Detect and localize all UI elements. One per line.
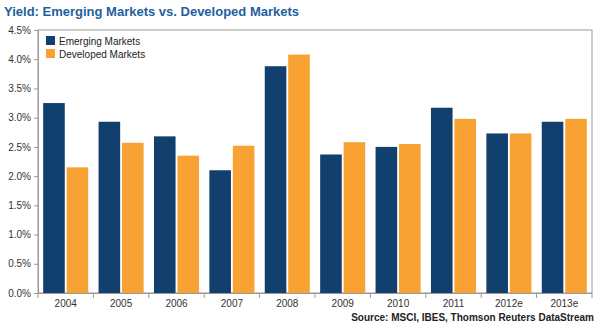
- category-separator: [315, 293, 316, 298]
- bar: [233, 146, 255, 293]
- y-tick-mark: [34, 235, 38, 236]
- bar: [122, 143, 144, 293]
- y-tick-label: 2.0%: [8, 171, 31, 182]
- x-tick-label: 2004: [55, 298, 78, 309]
- x-tick: 2009: [332, 293, 355, 309]
- y-tick: 0.5%: [8, 258, 38, 269]
- x-tick: 2012e: [495, 293, 523, 309]
- bar: [454, 119, 476, 293]
- category-separator: [93, 293, 94, 298]
- x-tick: 2008: [276, 293, 299, 309]
- category-separator: [481, 293, 482, 298]
- legend-item: Emerging Markets: [46, 36, 140, 47]
- x-tick: 2013e: [550, 293, 578, 309]
- chart: Yield: Emerging Markets vs. Developed Ma…: [0, 0, 600, 325]
- category-separator: [204, 293, 205, 298]
- legend-swatch: [46, 36, 55, 45]
- title: Yield: Emerging Markets vs. Developed Ma…: [4, 4, 299, 19]
- y-tick: 4.0%: [8, 54, 38, 65]
- x-tick: 2010: [387, 293, 410, 309]
- x-tick-label: 2009: [332, 298, 355, 309]
- y-tick-label: 0.5%: [8, 258, 31, 269]
- bars: [43, 55, 587, 293]
- bar: [99, 122, 121, 293]
- y-tick-mark: [34, 205, 38, 206]
- y-tick-label: 2.5%: [8, 142, 31, 153]
- bar: [565, 119, 587, 293]
- bar: [320, 154, 342, 293]
- plot-frame: [38, 30, 592, 293]
- bar: [486, 133, 508, 293]
- category-separator: [259, 293, 260, 298]
- bar: [542, 122, 564, 293]
- category-separator: [148, 293, 149, 298]
- x-tick-label: 2010: [387, 298, 410, 309]
- y-tick: 4.5%: [8, 25, 38, 36]
- x-tick-label: 2006: [165, 298, 188, 309]
- y-tick-mark: [34, 264, 38, 265]
- bar: [376, 147, 398, 293]
- bar: [43, 103, 65, 293]
- category-separator: [536, 293, 537, 298]
- x-tick-label: 2008: [276, 298, 299, 309]
- x-tick: 2005: [110, 293, 133, 309]
- y-tick-label: 3.0%: [8, 112, 31, 123]
- x-tick: 2007: [221, 293, 244, 309]
- legend: Emerging Markets Developed Markets: [46, 36, 145, 60]
- category-separators: [38, 293, 592, 298]
- y-tick-label: 0.0%: [8, 288, 31, 299]
- bar: [510, 133, 532, 293]
- y-tick: 2.0%: [8, 171, 38, 182]
- x-tick: 2011: [443, 293, 465, 309]
- bar: [154, 136, 176, 293]
- y-tick-mark: [34, 30, 38, 31]
- x-tick-label: 2013e: [550, 298, 578, 309]
- y-tick-mark: [34, 176, 38, 177]
- y-tick: 0.0%: [8, 288, 38, 299]
- bar: [344, 142, 366, 293]
- bar: [265, 66, 287, 293]
- legend-item: Developed Markets: [46, 49, 145, 60]
- y-axis-line: [34, 31, 39, 294]
- bar: [209, 170, 231, 293]
- legend-label: Emerging Markets: [59, 36, 140, 47]
- x-tick-label: 2012e: [495, 298, 523, 309]
- y-tick: 1.5%: [8, 200, 38, 211]
- y-tick-label: 3.5%: [8, 83, 31, 94]
- y-tick-label: 1.0%: [8, 229, 31, 240]
- legend-label: Developed Markets: [59, 49, 145, 60]
- source: Source: MSCI, IBES, Thomson Reuters Data…: [351, 312, 594, 323]
- y-tick-mark: [34, 118, 38, 119]
- legend-swatch: [46, 49, 55, 58]
- y-tick-mark: [34, 59, 38, 60]
- category-separator: [425, 293, 426, 298]
- y-tick: 3.5%: [8, 83, 38, 94]
- y-axis: 0.0% 0.5% 1.0% 1.5% 2.0% 2.5% 3.0% 3.5% 4.0% 4.5%: [8, 25, 38, 299]
- bar: [431, 108, 453, 293]
- y-tick-label: 4.0%: [8, 54, 31, 65]
- category-separator: [592, 293, 593, 298]
- y-tick-mark: [34, 147, 38, 148]
- category-separator: [370, 293, 371, 298]
- y-tick-label: 4.5%: [8, 25, 31, 36]
- x-tick: 2006: [165, 293, 188, 309]
- category-separator: [38, 293, 39, 298]
- plot: 0.0% 0.5% 1.0% 1.5% 2.0% 2.5% 3.0% 3.5% 4.0% 4.5%…: [8, 25, 592, 309]
- y-tick: 3.0%: [8, 112, 38, 123]
- bar: [399, 144, 421, 293]
- y-tick-mark: [34, 293, 38, 294]
- y-tick: 2.5%: [8, 142, 38, 153]
- x-tick-label: 2011: [443, 298, 465, 309]
- bar: [67, 167, 89, 293]
- y-tick-label: 1.5%: [8, 200, 31, 211]
- x-tick-label: 2005: [110, 298, 133, 309]
- y-tick: 1.0%: [8, 229, 38, 240]
- y-tick-mark: [34, 88, 38, 89]
- bar: [288, 55, 310, 293]
- x-axis: 2004 2005 2006 2007 2008 2009 2010 2011 2012e 201…: [38, 293, 593, 309]
- series: [67, 55, 587, 293]
- bar: [177, 156, 199, 293]
- x-tick: 2004: [55, 293, 78, 309]
- x-tick-label: 2007: [221, 298, 244, 309]
